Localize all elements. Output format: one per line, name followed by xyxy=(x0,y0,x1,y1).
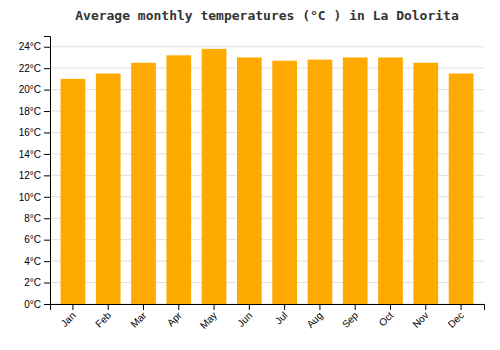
x-tick-mark xyxy=(249,304,250,310)
y-tick: 0°C xyxy=(24,299,50,310)
y-tick: 2°C xyxy=(24,277,50,288)
grid-line xyxy=(50,46,484,47)
y-tick: 6°C xyxy=(24,234,50,245)
x-tick-label: Feb xyxy=(93,309,113,329)
bar xyxy=(308,60,333,304)
y-tick-mark xyxy=(44,111,50,112)
y-tick-mark xyxy=(44,154,50,155)
y-tick-label: 22°C xyxy=(19,63,41,74)
y-tick-mark xyxy=(44,261,50,262)
x-tick-mark xyxy=(355,304,356,310)
y-tick: 24°C xyxy=(19,41,50,52)
bar xyxy=(343,57,368,304)
bar xyxy=(237,57,262,304)
y-tick-mark xyxy=(44,218,50,219)
y-tick-label: 4°C xyxy=(24,256,41,267)
x-tick: Mar xyxy=(128,304,148,330)
x-tick-mark xyxy=(108,304,109,310)
x-tick-label: May xyxy=(198,310,219,331)
bar xyxy=(61,79,86,304)
y-tick-mark xyxy=(44,240,50,241)
y-tick-label: 6°C xyxy=(24,234,41,245)
bar xyxy=(166,55,191,304)
x-tick-mark xyxy=(214,304,215,310)
x-tick-label: Oct xyxy=(377,310,396,329)
x-tick: Apr xyxy=(165,304,184,328)
chart-svg: Jan Feb Mar Apr May Jun Jul Aug Sep Oct Nov Dec 0°C 2… xyxy=(0,0,500,350)
x-tick-mark xyxy=(461,304,462,310)
x-tick: Feb xyxy=(93,304,113,330)
y-tick-label: 8°C xyxy=(24,213,41,224)
bar xyxy=(202,49,227,304)
y-tick-mark xyxy=(44,304,50,305)
y-tick-mark xyxy=(44,47,50,48)
x-tick-mark xyxy=(319,304,320,310)
y-tick-label: 12°C xyxy=(19,170,41,181)
y-axis: 0°C 2°C 4°C 6°C 8°C 10°C 12°C 14°C 16°C 18°C 20°C 2… xyxy=(19,37,51,310)
bar xyxy=(378,57,403,304)
x-tick-mark xyxy=(284,304,285,310)
y-tick: 8°C xyxy=(24,213,50,224)
x-tick: May xyxy=(198,304,219,331)
y-tick: 12°C xyxy=(19,170,50,181)
y-tick-label: 14°C xyxy=(19,149,41,160)
x-tick-mark xyxy=(143,304,144,310)
x-tick-mark xyxy=(390,304,391,310)
y-tick-mark xyxy=(44,68,50,69)
y-tick-label: 10°C xyxy=(19,192,41,203)
x-tick-label: Sep xyxy=(340,309,361,330)
x-tick-label: Jul xyxy=(273,310,290,327)
y-tick-label: 24°C xyxy=(19,41,41,52)
y-tick: 18°C xyxy=(19,106,50,117)
x-tick: Jul xyxy=(273,304,290,326)
y-tick-label: 20°C xyxy=(19,84,41,95)
bar xyxy=(96,74,121,304)
y-tick: 4°C xyxy=(24,256,50,267)
chart-container: Jan Feb Mar Apr May Jun Jul Aug Sep Oct Nov Dec 0°C 2… xyxy=(0,0,500,350)
x-tick-label: Jun xyxy=(235,310,254,329)
x-tick-label: Mar xyxy=(128,309,148,329)
x-tick-mark xyxy=(178,304,179,310)
grid xyxy=(50,47,484,304)
y-tick-mark xyxy=(44,175,50,176)
y-tick-mark xyxy=(44,197,50,198)
bars xyxy=(61,49,474,304)
y-axis-line xyxy=(44,37,51,305)
y-tick: 22°C xyxy=(19,63,50,74)
title: Average monthly temperatures (°C ) in La… xyxy=(75,8,459,23)
y-tick-mark xyxy=(44,283,50,284)
y-tick-label: 16°C xyxy=(19,127,41,138)
x-tick-label: Dec xyxy=(446,310,466,330)
y-tick-mark xyxy=(44,90,50,91)
y-tick-label: 18°C xyxy=(19,106,41,117)
bar xyxy=(131,63,156,304)
x-tick-label: Jan xyxy=(59,310,78,329)
x-tick-mark xyxy=(425,304,426,310)
x-tick: Oct xyxy=(377,304,396,328)
x-tick: Sep xyxy=(340,304,361,330)
x-tick: Dec xyxy=(446,304,466,330)
x-tick: Nov xyxy=(410,304,430,330)
y-tick-label: 0°C xyxy=(24,299,41,310)
y-tick-label: 2°C xyxy=(24,277,41,288)
bar xyxy=(449,74,474,304)
y-tick: 16°C xyxy=(19,127,50,138)
x-tick-mark xyxy=(72,304,73,310)
x-tick: Jan xyxy=(59,304,78,329)
x-axis-line xyxy=(51,305,485,311)
y-tick-mark xyxy=(44,132,50,133)
y-tick: 20°C xyxy=(19,84,50,95)
x-tick-label: Nov xyxy=(410,310,430,330)
y-tick: 14°C xyxy=(19,149,50,160)
x-tick-label: Aug xyxy=(305,310,325,330)
x-tick: Jun xyxy=(235,304,254,329)
x-tick: Aug xyxy=(305,304,325,330)
bar xyxy=(413,63,438,304)
x-tick-label: Apr xyxy=(165,309,184,328)
y-tick: 10°C xyxy=(19,192,50,203)
bar xyxy=(272,61,297,304)
x-axis: Jan Feb Mar Apr May Jun Jul Aug Sep Oct Nov Dec xyxy=(51,304,485,331)
